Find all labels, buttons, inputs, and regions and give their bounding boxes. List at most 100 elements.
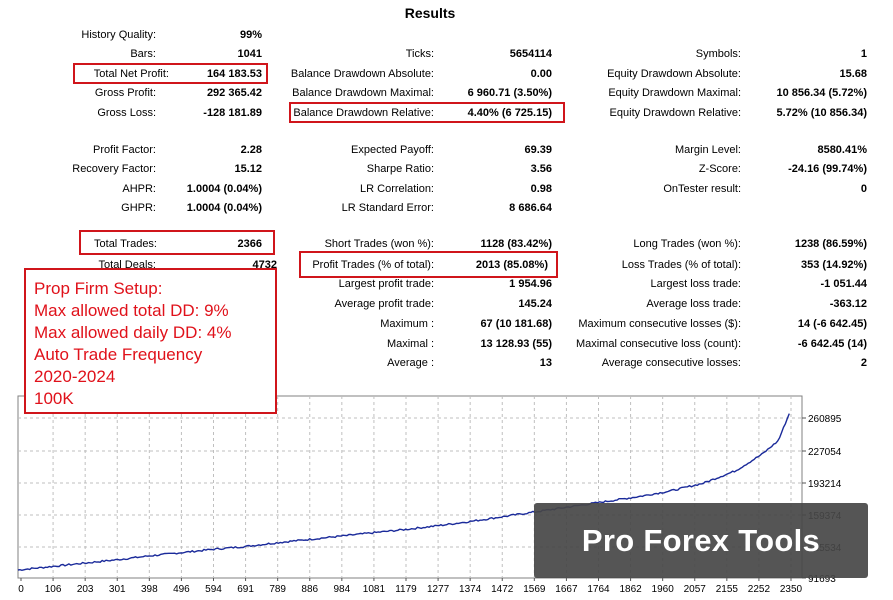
x-tick-label: 1472 [491,584,514,595]
balance-dd-relative-value: 4.40% (6 725.15) [467,107,552,119]
loss-trades-label: Loss Trades (% of total): [621,259,741,271]
note-line: Prop Firm Setup: [34,279,163,298]
highlight-total-net-profit [73,63,268,84]
x-tick-label: 301 [109,584,126,595]
x-tick-label: 1569 [523,584,546,595]
total-trades-value: 2366 [237,238,262,250]
x-tick-label: 594 [205,584,222,595]
gross-profit-label: Gross Profit: [94,87,156,99]
symbols-label: Symbols: [695,48,741,60]
x-tick-label: 398 [141,584,158,595]
x-tick-label: 496 [173,584,190,595]
ticks-value: 5654114 [509,48,552,60]
average-profit-trade-label: Average profit trade: [334,298,434,310]
x-tick-label: 984 [333,584,350,595]
ghpr-label: GHPR: [121,202,156,214]
ticks-label: Ticks: [405,48,434,60]
equity-dd-absolute-value: 15.68 [839,68,867,80]
y-tick-label: 91693 [808,574,836,585]
z-score-value: -24.16 (99.74%) [788,163,867,175]
long-trades-value: 1238 (86.59%) [794,238,867,250]
max-consec-losses-value: 14 (-6 642.45) [797,318,867,330]
bars-value: 1041 [237,48,262,60]
ghpr-value: 1.0004 (0.04%) [186,202,262,214]
x-tick-label: 789 [269,584,286,595]
history-quality-value: 99% [239,29,262,41]
average-consec-wins-label: Average : [387,357,434,369]
x-tick-label: 2252 [748,584,771,595]
equity-dd-relative-label: Equity Drawdown Relative: [609,107,741,119]
total-net-profit-value: 164 183.53 [206,68,262,80]
average-loss-trade-label: Average loss trade: [646,298,741,310]
ontester-result-label: OnTester result: [663,183,741,195]
ahpr-label: AHPR: [122,183,156,195]
equity-dd-maximal-label: Equity Drawdown Maximal: [608,87,741,99]
max-consec-wins-label-value: 67 (10 181.68) [480,318,552,330]
average-consec-wins-value: 13 [539,357,552,369]
z-score-label: Z-Score: [698,163,741,175]
short-trades-value: 1128 (83.42%) [480,238,552,250]
gross-loss-value: -128 181.89 [203,107,262,119]
profit-factor-value: 2.28 [240,144,262,156]
note-line: 2020-2024 [34,367,116,386]
expected-payoff-label: Expected Payoff: [351,144,434,156]
x-tick-label: 1277 [427,584,450,595]
maximal-consec-profit-label: Maximal : [386,338,434,350]
largest-profit-trade-value: 1 954.96 [509,278,552,290]
note-line: Auto Trade Frequency [34,345,203,364]
gross-loss-label: Gross Loss: [97,107,156,119]
ahpr-value: 1.0004 (0.04%) [186,183,262,195]
total-trades-label: Total Trades: [94,238,157,250]
profit-trades-value: 2013 (85.08%) [475,259,548,271]
x-tick-label: 2057 [684,584,707,595]
lr-correlation-value: 0.98 [530,183,552,195]
x-tick-label: 2350 [780,584,803,595]
maximal-consec-loss-label: Maximal consecutive loss (count): [575,338,741,350]
average-loss-trade-value: -363.12 [829,298,867,310]
equity-dd-maximal-value: 10 856.34 (5.72%) [776,87,867,99]
lr-standard-error-label: LR Standard Error: [341,202,434,214]
equity-dd-relative-value: 5.72% (10 856.34) [776,107,867,119]
largest-loss-trade-label: Largest loss trade: [650,278,742,290]
sharpe-ratio-value: 3.56 [530,163,552,175]
bars-label: Bars: [130,48,156,60]
balance-dd-absolute-value: 0.00 [530,68,552,80]
balance-line [17,413,790,572]
balance-dd-relative-label: Balance Drawdown Relative: [293,107,434,119]
note-line: 100K [34,389,74,408]
symbols-value: 1 [860,48,867,60]
largest-profit-trade-label: Largest profit trade: [338,278,434,290]
long-trades-label: Long Trades (won %): [633,238,741,250]
x-tick-label: 106 [45,584,62,595]
average-consec-losses-value: 2 [860,357,867,369]
y-tick-label: 193214 [808,479,842,490]
x-tick-label: 886 [301,584,318,595]
history-quality-label: History Quality: [81,29,156,41]
x-tick-label: 691 [237,584,254,595]
watermark-logo: Pro Forex Tools [534,503,868,578]
lr-standard-error-value: 8 686.64 [509,202,552,214]
x-tick-label: 1667 [555,584,578,595]
maximal-consec-profit-value: 13 128.93 (55) [480,338,552,350]
profit-trades-label: Profit Trades (% of total): [312,259,434,271]
average-consec-losses-label: Average consecutive losses: [601,357,741,369]
profit-factor-label: Profit Factor: [93,144,156,156]
y-tick-label: 227054 [808,447,842,458]
max-consec-wins-label-label: Maximum : [380,318,434,330]
short-trades-label: Short Trades (won %): [324,238,434,250]
x-tick-label: 2155 [716,584,739,595]
equity-dd-absolute-label: Equity Drawdown Absolute: [607,68,741,80]
note-line: Max allowed daily DD: 4% [34,323,232,342]
prop-firm-note: Prop Firm Setup: Max allowed total DD: 9… [24,268,277,414]
x-tick-label: 1862 [619,584,642,595]
total-net-profit-label: Total Net Profit: [93,68,169,80]
balance-dd-absolute-label: Balance Drawdown Absolute: [290,68,434,80]
maximal-consec-loss-value: -6 642.45 (14) [797,338,867,350]
highlight-profit-trades [299,251,558,278]
recovery-factor-value: 15.12 [234,163,262,175]
page-title: Results [404,5,456,21]
x-tick-label: 1374 [459,584,482,595]
sharpe-ratio-label: Sharpe Ratio: [366,163,434,175]
average-profit-trade-value: 145.24 [518,298,552,310]
balance-dd-maximal-label: Balance Drawdown Maximal: [292,87,434,99]
